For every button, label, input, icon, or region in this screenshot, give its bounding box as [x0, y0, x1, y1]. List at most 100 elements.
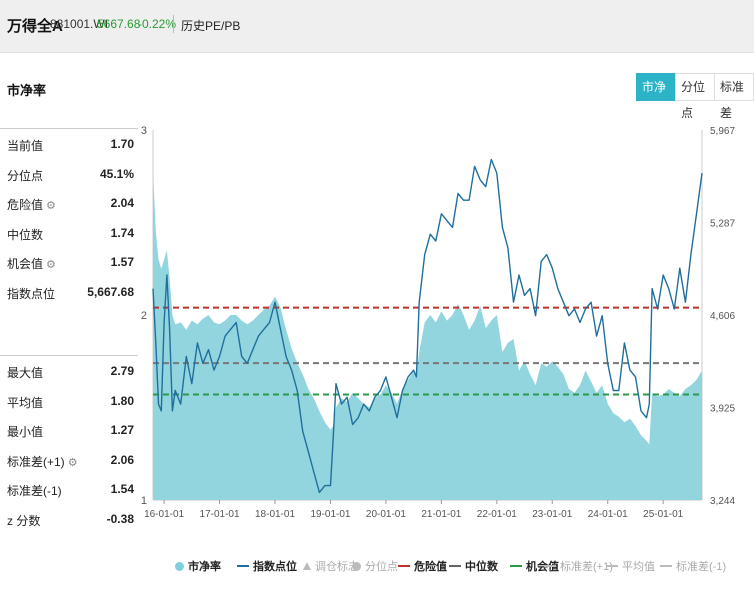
stat-value: 2.06: [110, 452, 134, 467]
left-axis-tick-label: 3: [141, 125, 147, 137]
legend-swatch-icon: [660, 565, 672, 567]
stat-row: 最小值 1.27: [0, 415, 138, 445]
stat-label: 最大值: [7, 364, 43, 381]
stat-row: 最大值 2.79: [0, 356, 138, 386]
stat-label-text: 机会值: [7, 257, 44, 272]
stat-label-text: 指数点位: [7, 286, 56, 301]
stat-label: 标准差(+1) ⚙: [7, 453, 78, 470]
index-name: 万得全A: [7, 18, 63, 35]
stat-label: 指数点位: [7, 285, 55, 302]
stat-label-text: 危险值: [7, 198, 44, 213]
left-axis-tick-label: 1: [141, 495, 147, 507]
stat-value: 1.54: [110, 482, 134, 497]
stat-value: 1.74: [110, 225, 134, 240]
gear-icon[interactable]: ⚙: [46, 200, 56, 213]
stat-row: 中位数 1.74: [0, 218, 138, 248]
stat-value: 2.04: [110, 196, 134, 211]
legend-label: 标准差(-1): [676, 561, 727, 573]
legend-label: 危险值: [414, 561, 447, 573]
legend-swatch-icon: [398, 565, 410, 567]
index-price: 5667.68: [97, 17, 141, 31]
stat-value: 1.70: [110, 137, 134, 151]
stat-label-text: 标准差(+1): [7, 454, 65, 469]
legend-label: 市净率: [188, 561, 221, 573]
stat-row: z 分数 -0.38: [0, 504, 138, 534]
legend-swatch-icon: [352, 561, 361, 571]
index-change: -0.22%: [138, 17, 177, 31]
tab-pb[interactable]: 市净率: [636, 73, 676, 120]
stat-label: z 分数: [7, 512, 40, 529]
right-axis-tick-label: 5,287: [710, 219, 735, 230]
right-axis-tick-label: 5,967: [710, 126, 735, 137]
tab-std-dev[interactable]: 标准差: [714, 73, 754, 120]
stat-value: 1.27: [110, 423, 134, 438]
stat-value: 45.1%: [99, 166, 134, 181]
stats-panel-summary: 最大值 2.79 平均值 1.80 最小值 1.27 标准差(+1) ⚙ 2.06 标准差(-1)…: [0, 355, 138, 534]
x-axis-tick-label: 20-01-01: [366, 509, 406, 520]
x-axis-tick-label: 16-01-01: [144, 509, 184, 520]
legend-item[interactable]: 调仓标志: [303, 558, 359, 574]
stat-label: 当前值: [7, 137, 43, 154]
legend-swatch-icon: [510, 565, 522, 567]
x-axis-tick-label: 17-01-01: [200, 509, 240, 520]
legend-label: 标准差(+1): [560, 561, 613, 573]
stat-label-text: 分位点: [7, 168, 44, 183]
stat-label: 最小值: [7, 423, 43, 440]
legend-label: 中位数: [465, 561, 498, 573]
x-axis-tick-label: 23-01-01: [532, 509, 572, 520]
legend-item[interactable]: 标准差(+1): [544, 558, 613, 574]
stats-panel-current: 当前值 1.70 分位点 45.1% 危险值 ⚙ 2.04 中位数 1.74 机会值 ⚙ 1.57 指数…: [0, 128, 138, 307]
stat-label-text: 最小值: [7, 425, 44, 440]
right-axis-tick-label: 3,925: [710, 404, 735, 415]
gear-icon[interactable]: ⚙: [67, 456, 78, 469]
stat-row: 标准差(+1) ⚙ 2.06: [0, 445, 138, 475]
stat-label-text: z 分数: [7, 513, 41, 528]
pb-area-series: [153, 170, 702, 500]
legend-item[interactable]: 标准差(-1): [660, 558, 726, 574]
legend-item[interactable]: 危险值: [398, 558, 447, 574]
metric-tabs: 市净率 分位点 标准差: [636, 73, 754, 120]
legend-swatch-icon: [175, 561, 184, 571]
divider: [173, 15, 174, 33]
stat-label: 平均值: [7, 394, 43, 411]
x-axis-tick-label: 22-01-01: [477, 509, 517, 520]
legend-item[interactable]: 指数点位: [237, 558, 297, 574]
stat-label-text: 平均值: [7, 395, 44, 410]
legend-label: 机会值: [526, 561, 559, 573]
legend-label: 分位点: [365, 561, 398, 573]
stat-row: 危险值 ⚙ 2.04: [0, 188, 138, 218]
x-axis-tick-label: 19-01-01: [310, 509, 350, 520]
stat-label: 中位数: [7, 226, 43, 243]
legend-item[interactable]: 市净率: [175, 558, 221, 574]
legend-swatch-icon: [237, 565, 249, 567]
history-pe-pb-link[interactable]: 历史PE/PB: [181, 19, 241, 33]
stat-label-text: 最大值: [7, 366, 44, 380]
right-axis-tick-label: 4,606: [710, 311, 735, 322]
chart-legend: 市净率 指数点位 调仓标志 分位点 危险值 中位数 机会值 标准差(+1) 平均值 标准差(-1): [0, 553, 754, 577]
stat-label: 分位点: [7, 167, 43, 184]
stat-value: -0.38: [106, 511, 134, 526]
gear-icon[interactable]: ⚙: [46, 259, 56, 272]
legend-swatch-icon: [544, 565, 556, 567]
x-axis-tick-label: 24-01-01: [588, 509, 628, 520]
stat-row: 平均值 1.80: [0, 386, 138, 416]
legend-label: 调仓标志: [315, 561, 359, 573]
stat-row: 当前值 1.70: [0, 129, 138, 159]
legend-swatch-icon: [303, 562, 311, 570]
legend-item[interactable]: 中位数: [449, 558, 498, 574]
x-axis-tick-label: 21-01-01: [421, 509, 461, 520]
stat-row: 机会值 ⚙ 1.57: [0, 247, 138, 277]
stat-label: 标准差(-1): [7, 482, 62, 499]
stat-row: 指数点位 5,667.68: [0, 277, 138, 307]
legend-label: 指数点位: [253, 561, 297, 573]
index-line-series: [152, 158, 703, 494]
x-axis-tick-label: 18-01-01: [255, 509, 295, 520]
tab-percentile[interactable]: 分位点: [675, 73, 715, 120]
stat-label-text: 当前值: [7, 139, 44, 153]
stat-label: 危险值 ⚙: [7, 196, 56, 213]
legend-item[interactable]: 机会值: [510, 558, 559, 574]
section-title: 市净率: [7, 83, 47, 98]
legend-item[interactable]: 分位点: [352, 558, 398, 574]
legend-label: 平均值: [622, 561, 655, 573]
legend-item[interactable]: 平均值: [606, 558, 655, 574]
